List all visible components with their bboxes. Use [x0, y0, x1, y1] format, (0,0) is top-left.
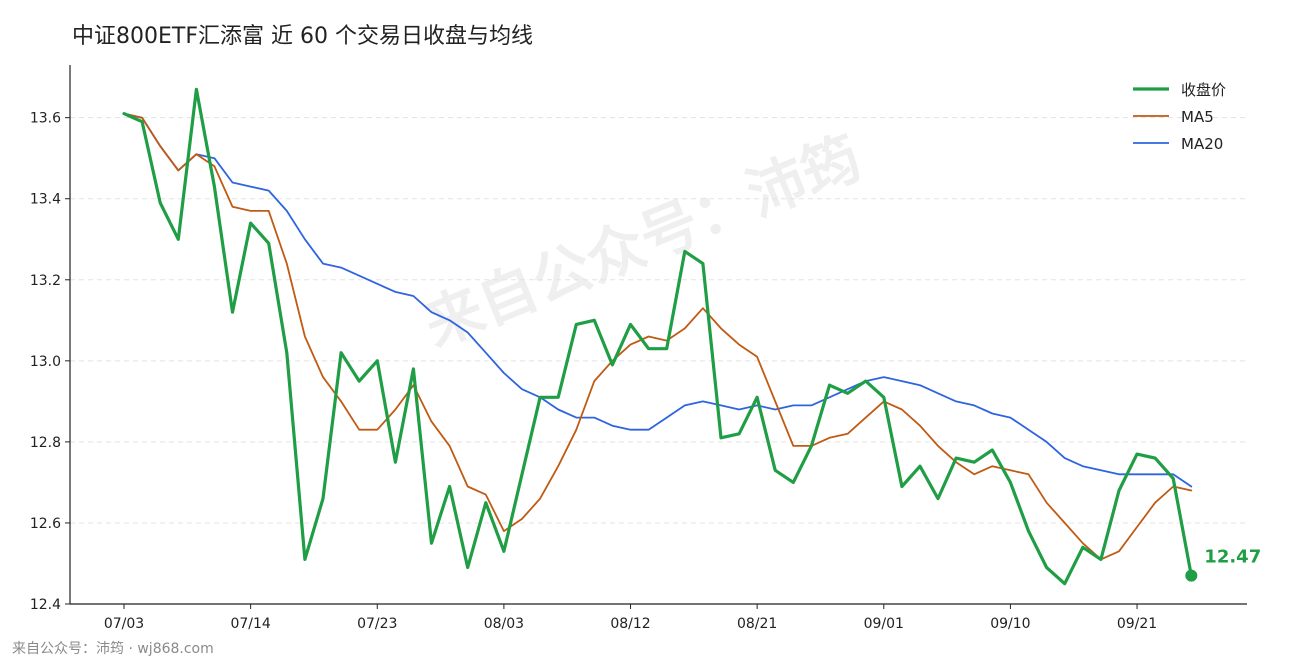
x-tick-label: 07/14	[230, 616, 270, 632]
series-line-close	[122, 87, 1193, 586]
x-axis-ticks: 07/03 07/14 07/23 08/03 08/12 08/21 09/01 09/10…	[104, 604, 1157, 632]
last-close-label: 12.47	[1204, 547, 1261, 568]
last-close-marker	[1185, 569, 1198, 582]
y-tick-label: 13.2	[30, 273, 61, 289]
end-marker-group: 12.47	[1185, 547, 1261, 582]
legend-label-ma20: MA20	[1181, 135, 1223, 153]
watermark: 来自公众号：沛筠	[415, 123, 871, 360]
y-tick-label: 12.6	[30, 516, 61, 532]
grid-lines	[70, 117, 1247, 605]
x-tick-label: 09/01	[864, 616, 904, 632]
series-line-ma20	[123, 112, 1193, 488]
y-tick-label: 13.6	[30, 111, 61, 127]
series-line-ma5	[123, 112, 1193, 561]
footer-source: 来自公众号：沛筠 · wj868.com	[12, 641, 214, 657]
x-tick-label: 09/10	[990, 616, 1030, 632]
chart-title: 中证800ETF汇添富 近 60 个交易日收盘与均线	[72, 24, 533, 49]
y-axis-ticks: 12.4 12.6 12.8 13.0 13.2 13.4 13.6	[30, 111, 70, 613]
series-group	[122, 87, 1193, 586]
y-tick-label: 13.0	[30, 354, 61, 370]
x-tick-label: 08/12	[610, 616, 650, 632]
legend: 收盘价 MA5 MA20	[1133, 81, 1226, 153]
x-tick-label: 08/21	[737, 616, 777, 632]
axes	[69, 65, 1247, 605]
y-tick-label: 13.4	[30, 192, 61, 208]
y-tick-label: 12.4	[30, 597, 61, 613]
x-tick-label: 07/03	[104, 616, 144, 632]
legend-label-close: 收盘价	[1181, 81, 1226, 99]
y-tick-label: 12.8	[30, 435, 61, 451]
x-tick-label: 09/21	[1117, 616, 1157, 632]
legend-label-ma5: MA5	[1181, 108, 1214, 126]
x-tick-label: 07/23	[357, 616, 397, 632]
x-tick-label: 08/03	[484, 616, 524, 632]
